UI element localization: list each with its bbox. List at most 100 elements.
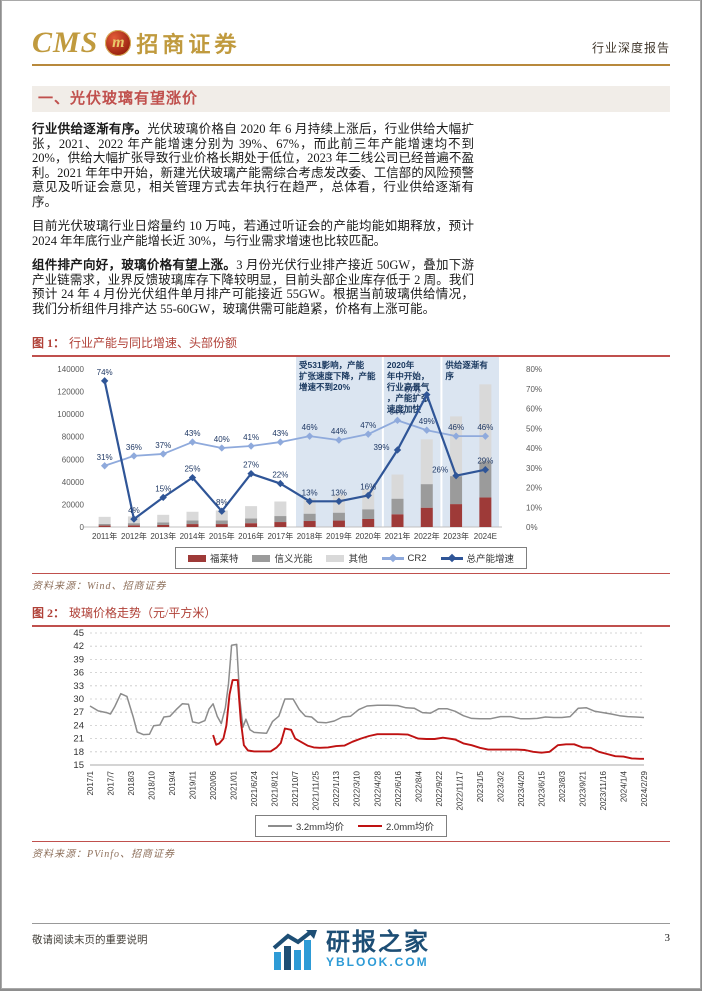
svg-text:2021/6/24: 2021/6/24 <box>250 770 259 806</box>
svg-text:46%: 46% <box>302 423 318 432</box>
svg-text:47%: 47% <box>360 421 376 430</box>
svg-text:2022/1/13: 2022/1/13 <box>332 770 341 806</box>
watermark-name: 研报之家 <box>326 928 430 956</box>
axes-labels: 15 18 21 24 27 30 33 36 39 42 45 2017/1 2017/7 2018/3… <box>73 628 649 810</box>
paragraph-3-lead: 组件排产向好，玻璃价格有望上涨。 <box>32 258 237 272</box>
series-3.2mm均价 <box>89 643 645 736</box>
svg-text:13%: 13% <box>331 488 347 497</box>
svg-text:100000: 100000 <box>57 410 84 419</box>
watermark-site: YBLOOK.COM <box>326 954 429 969</box>
svg-text:2024E: 2024E <box>474 532 497 541</box>
cms-emblem-icon: m <box>105 30 132 56</box>
svg-text:2021/8/12: 2021/8/12 <box>271 770 280 806</box>
svg-text:2019/4: 2019/4 <box>168 770 177 795</box>
axes-labels: 0 20000 40000 60000 80000 100000 120000 140000 0… <box>57 365 542 541</box>
svg-text:41%: 41% <box>243 433 259 442</box>
svg-text:年中开始，: 年中开始， <box>387 371 430 381</box>
brand-name: 招商证券 <box>136 32 241 57</box>
capacity-chart-legend: 福莱特 信义光能 其他 CR2 总产能增速 <box>32 547 670 569</box>
svg-text:24: 24 <box>73 720 84 731</box>
figure-2-caption: 玻璃价格走势（元/平方米） <box>69 606 217 620</box>
svg-text:27%: 27% <box>243 461 259 470</box>
svg-text:2023/9/21: 2023/9/21 <box>578 770 587 806</box>
legend-box: 3.2mm均价 2.0mm均价 <box>254 815 448 837</box>
figure-2-label: 图 2： <box>32 606 66 620</box>
svg-text:2022/3/10: 2022/3/10 <box>353 770 362 806</box>
legend-item: 福莱特 <box>187 551 238 565</box>
figure-1: 图 1： 行业产能与同比增速、头部份额 受531影响，产能 扩张速度下降，产能 增速不… <box>32 334 670 592</box>
svg-text:74%: 74% <box>97 368 113 377</box>
svg-text:2022/8/4: 2022/8/4 <box>414 770 423 802</box>
legend-item: 3.2mm均价 <box>267 819 344 833</box>
svg-text:2023/11/16: 2023/11/16 <box>599 770 608 810</box>
figure-2-title: 图 2： 玻璃价格走势（元/平方米） <box>32 604 670 627</box>
svg-text:15: 15 <box>73 760 84 771</box>
svg-text:54%: 54% <box>389 407 405 416</box>
svg-text:80%: 80% <box>526 365 542 374</box>
cms-brand: CMS m 招商证券 <box>32 27 240 59</box>
svg-text:2017年: 2017年 <box>267 531 293 541</box>
legend-line-icon <box>381 553 404 562</box>
svg-text:2021/11/25: 2021/11/25 <box>312 770 321 810</box>
svg-text:2023/6/15: 2023/6/15 <box>537 770 546 806</box>
svg-text:0: 0 <box>80 523 85 532</box>
legend-swatch-icon <box>187 554 206 562</box>
svg-text:速度加快: 速度加快 <box>387 404 422 414</box>
svg-text:2021/10/7: 2021/10/7 <box>291 770 300 806</box>
svg-text:15%: 15% <box>155 484 171 493</box>
legend-swatch-icon <box>326 554 345 562</box>
svg-text:42: 42 <box>73 641 84 652</box>
page-number: 3 <box>664 932 671 944</box>
figure-1-caption: 行业产能与同比增速、头部份额 <box>69 336 238 350</box>
svg-text:2023年: 2023年 <box>443 531 469 541</box>
watermark-text: 研报之家 YBLOOK.COM <box>326 928 430 969</box>
paragraph-3: 组件排产向好，玻璃价格有望上涨。3 月份光伏行业排产接近 50GW，叠加下游产业… <box>32 258 474 316</box>
svg-text:2022/9/22: 2022/9/22 <box>435 770 444 806</box>
svg-text:45: 45 <box>73 628 84 639</box>
svg-text:2021/01: 2021/01 <box>230 770 239 799</box>
svg-text:4%: 4% <box>128 506 140 515</box>
svg-text:2022/11/17: 2022/11/17 <box>455 770 464 810</box>
svg-text:扩张速度下降，产能: 扩张速度下降，产能 <box>299 371 376 381</box>
svg-text:39: 39 <box>73 654 84 665</box>
svg-text:2018/10: 2018/10 <box>148 770 157 799</box>
svg-text:43%: 43% <box>272 429 288 438</box>
legend-line-icon <box>267 824 292 828</box>
legend-box: 福莱特 信义光能 其他 CR2 总产能增速 <box>174 547 528 569</box>
cms-logo-text: CMS <box>32 26 99 59</box>
page-footer: 敬请阅读末页的重要说明 研报之家 YBLOOK.COM 3 <box>32 923 670 978</box>
legend-swatch-icon <box>252 554 271 562</box>
stacked-bars <box>98 384 492 527</box>
svg-text:80000: 80000 <box>62 433 85 442</box>
svg-text:40%: 40% <box>214 435 230 444</box>
svg-text:2014年: 2014年 <box>180 531 206 541</box>
svg-text:2022年: 2022年 <box>414 531 440 541</box>
emblem-letter: m <box>112 34 125 51</box>
price-chart-legend: 3.2mm均价 2.0mm均价 <box>32 815 670 837</box>
svg-text:2018年: 2018年 <box>297 531 323 541</box>
svg-text:2019年: 2019年 <box>326 531 352 541</box>
svg-text:60%: 60% <box>526 405 542 414</box>
figure-1-label: 图 1： <box>32 336 66 350</box>
svg-text:31%: 31% <box>97 453 113 462</box>
svg-text:25%: 25% <box>184 465 200 474</box>
svg-text:2012年: 2012年 <box>121 531 147 541</box>
svg-text:67%: 67% <box>405 386 421 395</box>
line-总产能增速: 74% 4% 15% 25% 8% 27% 22% 13% 13% 16% 39% 67% 26% 29% <box>97 368 493 523</box>
figure-2: 图 2： 玻璃价格走势（元/平方米） 15 18 21 24 27 30 33 36 39 42 45… <box>32 604 670 860</box>
svg-text:2011年: 2011年 <box>92 531 117 541</box>
legend-item: 信义光能 <box>252 551 312 565</box>
report-header: CMS m 招商证券 行业深度报告 <box>32 17 670 59</box>
yblook-logo-icon <box>272 930 317 970</box>
legend-line-icon <box>358 824 382 828</box>
svg-text:2019/11: 2019/11 <box>189 770 198 799</box>
svg-text:，产能扩张: ，产能扩张 <box>387 393 430 403</box>
doc-type-label: 行业深度报告 <box>591 41 670 55</box>
svg-text:受531影响，产能: 受531影响，产能 <box>299 360 365 370</box>
svg-text:2024/2/29: 2024/2/29 <box>640 770 649 806</box>
line-CR2: 31% 36% 37% 43% 40% 41% 43% 46% 44% 47% 54% 49% 46% 4… <box>97 407 493 470</box>
svg-text:13%: 13% <box>302 488 318 497</box>
svg-text:2016年: 2016年 <box>238 531 264 541</box>
svg-text:36%: 36% <box>126 443 142 452</box>
svg-text:140000: 140000 <box>57 365 84 374</box>
